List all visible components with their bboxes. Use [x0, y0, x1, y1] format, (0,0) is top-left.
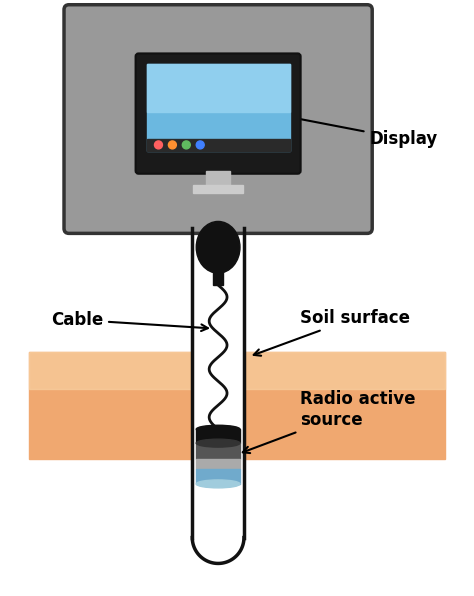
Bar [29, 352, 192, 459]
Bar [206, 170, 230, 189]
Bar [146, 64, 290, 151]
FancyBboxPatch shape [64, 5, 372, 234]
Bar [196, 469, 240, 484]
Bar [192, 228, 244, 538]
Circle shape [196, 141, 204, 149]
FancyBboxPatch shape [136, 54, 301, 173]
Bar [244, 352, 445, 389]
Ellipse shape [196, 222, 240, 273]
Circle shape [155, 141, 163, 149]
Circle shape [182, 141, 190, 149]
Text: Display: Display [247, 107, 438, 148]
Text: Soil surface: Soil surface [254, 309, 410, 356]
Text: Cable: Cable [51, 311, 208, 331]
Bar [196, 443, 240, 459]
Bar [29, 352, 192, 389]
Circle shape [168, 141, 176, 149]
Bar [244, 352, 445, 459]
Bar [196, 429, 240, 443]
Bar [146, 64, 290, 112]
Bar [146, 139, 290, 151]
Ellipse shape [196, 439, 240, 447]
Ellipse shape [196, 426, 240, 433]
Ellipse shape [196, 480, 240, 488]
Bar [196, 459, 240, 469]
Polygon shape [192, 538, 244, 563]
Text: Radio active
source: Radio active source [243, 390, 415, 453]
Bar [193, 185, 243, 193]
Bar [213, 267, 223, 285]
